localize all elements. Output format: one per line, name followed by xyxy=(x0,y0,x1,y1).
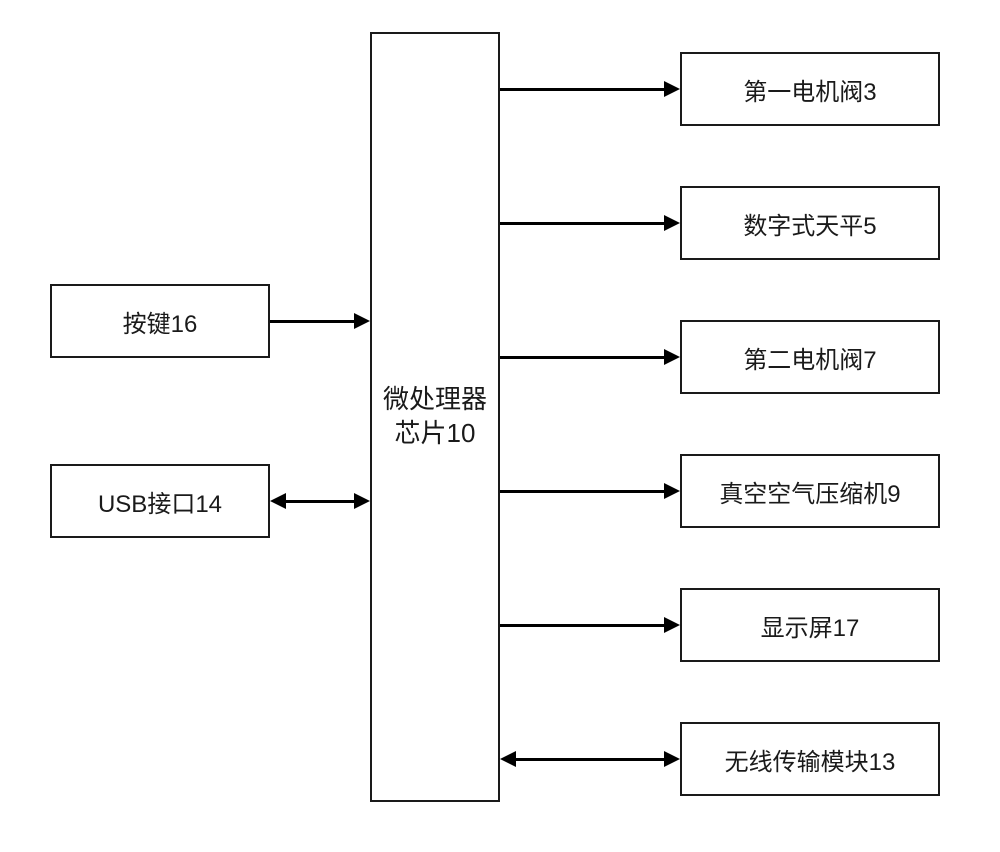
arrow-head-left-icon xyxy=(500,751,516,767)
edge-line xyxy=(500,356,664,359)
arrow-head-right-icon xyxy=(664,81,680,97)
node-label: 第二电机阀7 xyxy=(743,340,876,375)
node-label: 微处理器芯片10 xyxy=(372,383,498,451)
node-label: 无线传输模块13 xyxy=(725,742,896,777)
arrow-head-right-icon xyxy=(664,617,680,633)
edge-line xyxy=(500,624,664,627)
edge-line xyxy=(500,490,664,493)
edge-line xyxy=(500,222,664,225)
arrow-head-right-icon xyxy=(664,751,680,767)
node-right-display: 显示屏17 xyxy=(680,588,940,662)
edge-line xyxy=(286,500,354,503)
edge-line xyxy=(516,758,664,761)
node-left-button: 按键16 xyxy=(50,284,270,358)
arrow-head-left-icon xyxy=(270,493,286,509)
arrow-head-right-icon xyxy=(354,313,370,329)
arrow-head-right-icon xyxy=(354,493,370,509)
arrow-head-right-icon xyxy=(664,215,680,231)
node-label: 显示屏17 xyxy=(761,608,860,643)
node-right-compressor: 真空空气压缩机9 xyxy=(680,454,940,528)
node-label: 第一电机阀3 xyxy=(743,72,876,107)
node-label: 数字式天平5 xyxy=(743,206,876,241)
arrow-head-right-icon xyxy=(664,349,680,365)
arrow-head-right-icon xyxy=(664,483,680,499)
node-right-balance: 数字式天平5 xyxy=(680,186,940,260)
node-left-usb: USB接口14 xyxy=(50,464,270,538)
edge-line xyxy=(270,320,354,323)
edge-line xyxy=(500,88,664,91)
node-right-valve2: 第二电机阀7 xyxy=(680,320,940,394)
node-label: USB接口14 xyxy=(98,484,222,519)
node-right-wireless: 无线传输模块13 xyxy=(680,722,940,796)
node-right-valve1: 第一电机阀3 xyxy=(680,52,940,126)
node-label: 真空空气压缩机9 xyxy=(719,474,900,509)
node-label: 按键16 xyxy=(123,304,198,339)
node-center-mcu: 微处理器芯片10 xyxy=(370,32,500,802)
